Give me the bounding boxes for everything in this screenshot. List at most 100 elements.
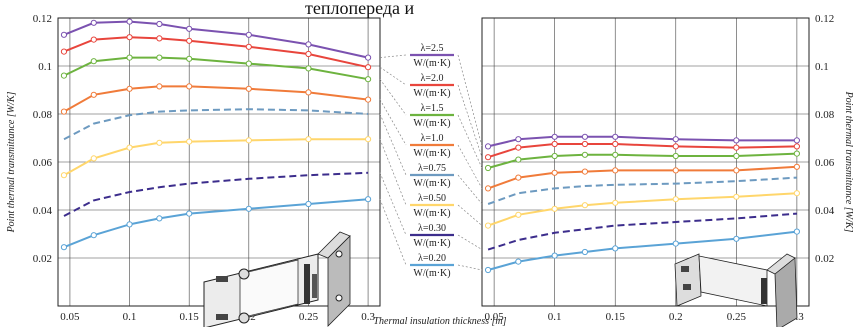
series-line <box>63 20 369 59</box>
data-point <box>245 43 252 50</box>
x-tick-label: 0.25 <box>299 311 319 323</box>
legend-leader-left <box>379 199 407 266</box>
legend-unit: W/(m·K) <box>413 118 450 129</box>
x-axis-title: Thermal insulation thickness [m] <box>373 316 506 327</box>
x-tick-label: 0.05 <box>484 311 504 323</box>
legend-lambda: λ=0.20 <box>418 253 446 264</box>
data-point <box>551 205 558 212</box>
data-point <box>612 140 619 148</box>
data-point <box>733 235 740 242</box>
series-line <box>487 230 798 271</box>
x-tick-label: 0.05 <box>60 311 80 323</box>
data-point <box>551 140 558 148</box>
legend-lambda: λ=0.30 <box>418 223 446 234</box>
data-point <box>156 35 163 42</box>
y-tick-label: 0.06 <box>815 157 835 169</box>
x-tick-label: 0.15 <box>180 311 200 323</box>
data-point <box>90 58 97 65</box>
y-tick-label: 0.04 <box>815 205 835 217</box>
legend-leader-right <box>457 264 483 271</box>
legend-leader-right <box>457 204 483 226</box>
data-point <box>126 18 133 25</box>
data-point <box>156 139 163 146</box>
legend-unit: W/(m·K) <box>413 58 450 69</box>
series-line <box>63 171 369 217</box>
data-point <box>186 37 193 44</box>
data-point <box>793 190 800 197</box>
data-point <box>156 215 163 222</box>
data-point <box>612 245 619 252</box>
data-point <box>186 210 193 217</box>
data-point <box>672 152 679 160</box>
legend-leader-left <box>379 78 407 116</box>
data-point <box>126 54 133 61</box>
data-point <box>672 196 679 203</box>
header-fragment: теплопереда и <box>305 0 414 18</box>
data-point <box>515 156 522 163</box>
data-point <box>90 232 97 239</box>
right-panel: 0.050.10.150.20.250.30.020.040.060.080.1… <box>373 13 854 327</box>
data-point <box>733 137 740 144</box>
series-line <box>487 152 797 169</box>
x-tick-label: 0.3 <box>361 311 375 323</box>
data-point <box>484 266 492 274</box>
series-line <box>63 36 369 69</box>
y-tick-label: 0.08 <box>815 109 835 121</box>
data-point <box>305 200 312 208</box>
legend-lambda: λ=2.5 <box>421 43 444 54</box>
data-point <box>364 196 372 203</box>
left-bracket-illustration <box>203 231 351 327</box>
data-point <box>90 36 97 43</box>
data-point <box>305 89 312 96</box>
data-point <box>484 164 492 172</box>
data-point <box>305 65 312 72</box>
data-point <box>245 85 252 92</box>
data-point <box>364 54 372 61</box>
data-point <box>581 133 589 140</box>
data-point <box>156 83 163 90</box>
data-point <box>364 76 372 83</box>
data-point <box>90 91 97 98</box>
data-point <box>364 64 372 71</box>
legend-unit: W/(m·K) <box>413 238 450 249</box>
data-point <box>305 41 312 48</box>
data-point <box>612 199 619 206</box>
data-point <box>515 144 522 151</box>
right-bracket-illustration <box>674 253 798 327</box>
legend: λ=2.5 W/(m·K) λ=2.0 W/(m·K) λ=1.5 W/(m·K) λ=1.… <box>379 43 483 279</box>
data-point <box>612 151 619 158</box>
data-point <box>484 143 492 150</box>
series-line <box>487 143 797 159</box>
data-point <box>733 152 740 160</box>
legend-leader-left <box>379 99 407 146</box>
data-point <box>515 136 522 143</box>
legend-leader-right <box>457 54 483 147</box>
data-point <box>186 55 193 62</box>
legend-leader-left <box>379 54 407 58</box>
y-tick-label: 0.12 <box>815 13 834 25</box>
legend-leader-left <box>379 113 407 176</box>
legend-leader-left <box>379 139 407 206</box>
data-point <box>733 193 740 200</box>
data-point <box>515 174 522 181</box>
y-tick-label: 0.02 <box>33 253 52 265</box>
data-point <box>245 205 252 212</box>
x-tick-label: 0.1 <box>123 311 137 323</box>
legend-lambda: λ=1.0 <box>421 133 444 144</box>
data-point <box>581 151 589 158</box>
legend-lambda: λ=0.75 <box>418 163 446 174</box>
data-point <box>672 240 679 247</box>
left-panel: 0.050.10.150.20.250.30.020.040.060.080.1… <box>6 13 381 323</box>
data-point <box>672 143 679 150</box>
data-point <box>156 54 163 61</box>
data-point <box>581 168 589 175</box>
series-line <box>487 176 797 205</box>
legend-unit: W/(m·K) <box>413 178 450 189</box>
data-point <box>515 211 522 218</box>
data-point <box>484 154 492 161</box>
series-line <box>63 56 369 81</box>
data-point <box>60 31 68 38</box>
legend-leader-right <box>457 144 483 189</box>
data-point <box>90 19 97 26</box>
legend-lambda: λ=0.50 <box>418 193 446 204</box>
